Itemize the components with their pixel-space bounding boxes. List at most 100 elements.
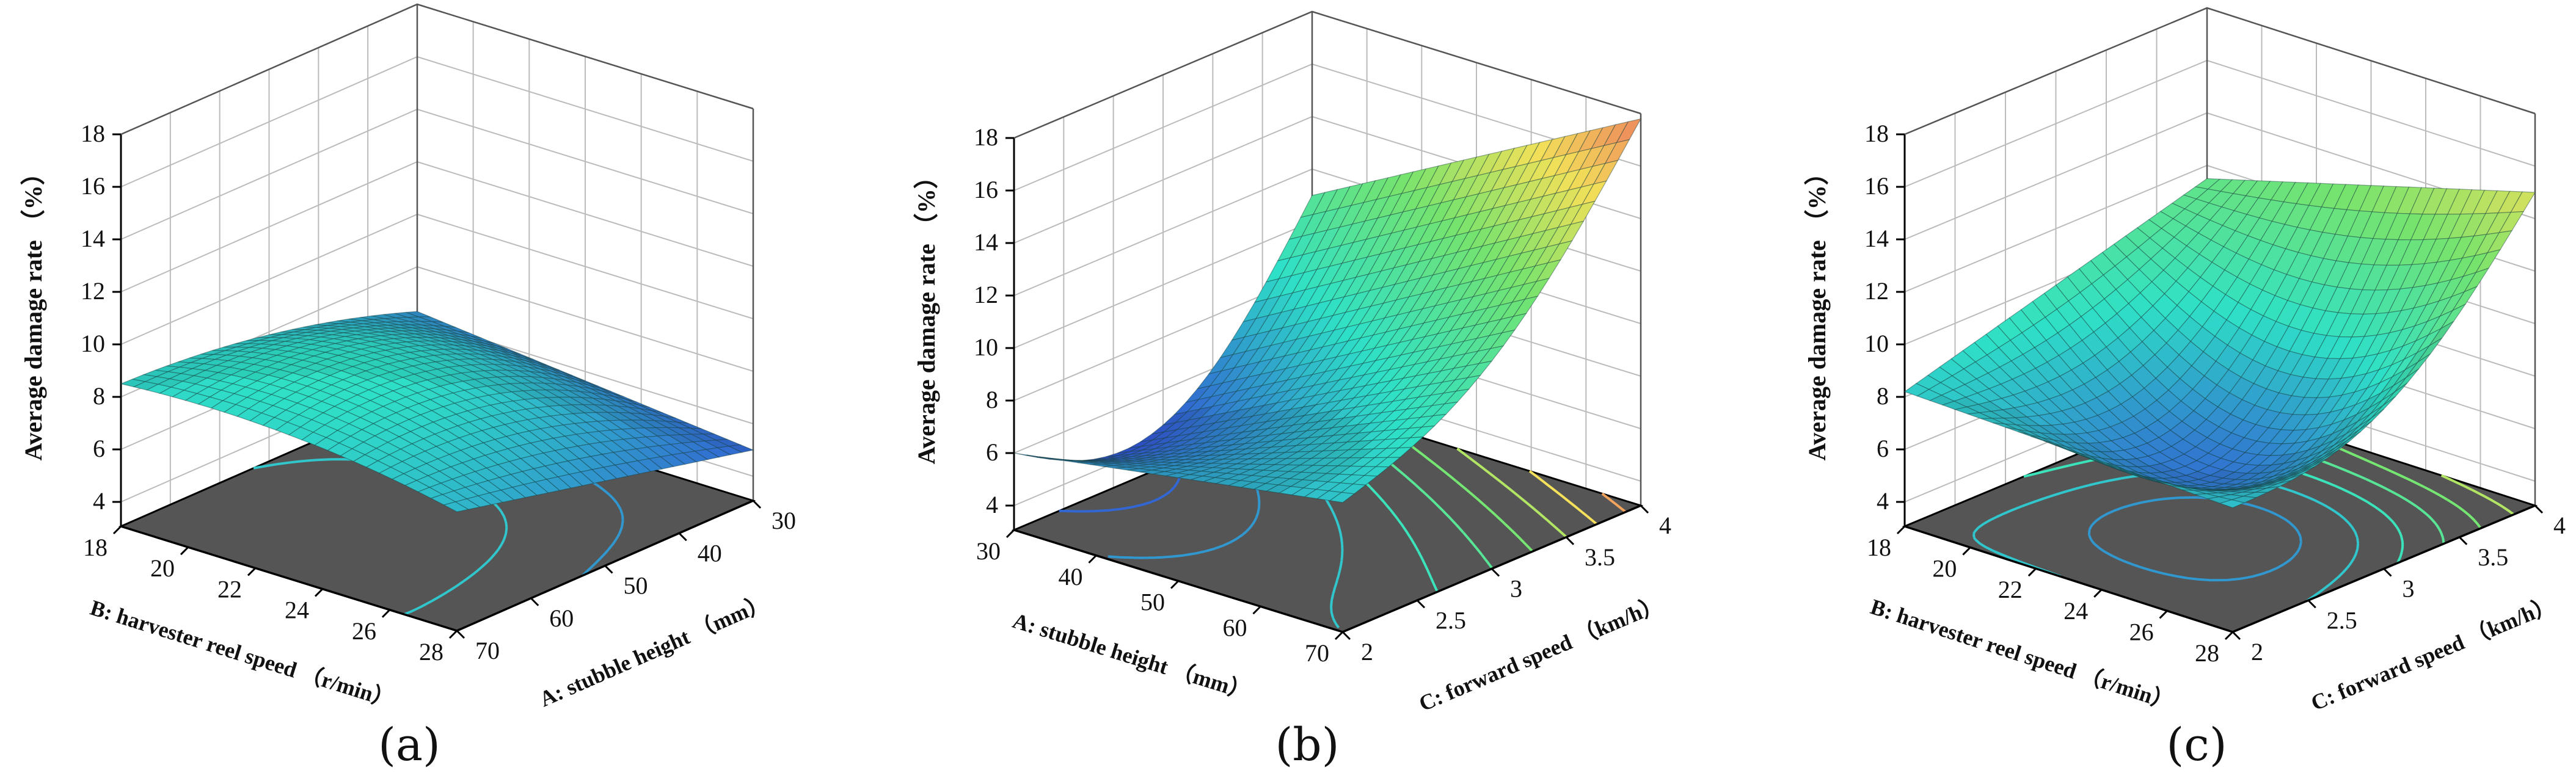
- surface-cell: [1307, 299, 1333, 322]
- surface-cell: [2425, 279, 2452, 306]
- surface-cell: [557, 474, 583, 488]
- surface-cell: [632, 427, 659, 438]
- surface-cell: [1161, 459, 1186, 463]
- surface-cell: [533, 465, 559, 480]
- surface-cell: [1380, 247, 1406, 272]
- z-tick-label: 4: [986, 491, 998, 518]
- surface-cell: [466, 407, 493, 419]
- surface-cell: [1416, 370, 1442, 388]
- surface-cell: [1466, 190, 1492, 216]
- surface-cell: [1616, 118, 1642, 143]
- y-tick-label: 50: [1140, 589, 1165, 616]
- surface-cell: [306, 380, 333, 391]
- surface-cell: [1523, 262, 1549, 285]
- z-tick-label: 18: [1864, 120, 1889, 147]
- surface-cell: [1166, 473, 1190, 479]
- y-tick-label: 26: [2129, 618, 2154, 645]
- surface-cell: [2241, 485, 2266, 491]
- surface-cell: [1301, 472, 1328, 482]
- surface-cell: [1257, 433, 1282, 443]
- surface-cell: [2206, 496, 2233, 504]
- surface-cell: [2409, 187, 2435, 215]
- surface-cell: [545, 476, 572, 491]
- surface-cell: [2359, 408, 2384, 430]
- surface-cell: [1484, 255, 1510, 279]
- surface-cell: [391, 473, 418, 486]
- z-axis: 4 6 8 10 12 14 16 18 Average damage rate （%）: [20, 120, 121, 515]
- surface-cell: [1313, 473, 1341, 482]
- z-axis: 4 6 8 10 12 14 16 18 Average damage rate （%）: [913, 123, 1014, 518]
- surface-cell: [1211, 390, 1238, 407]
- surface-cell: [2439, 291, 2465, 318]
- x-tick-label: 50: [624, 572, 648, 600]
- surface-cell: [487, 348, 513, 356]
- surface-cell: [1440, 178, 1466, 204]
- y-tick: [381, 609, 391, 618]
- surface-cell: [1106, 451, 1130, 457]
- surface-cell: [1156, 445, 1181, 452]
- surface-cell: [1341, 239, 1367, 264]
- surface-cell: [359, 411, 386, 424]
- surface-cell: [596, 420, 623, 431]
- surface-cell: [476, 346, 502, 354]
- surface-cell: [2101, 457, 2126, 467]
- surface-cell: [2062, 434, 2090, 444]
- y-tick: [1252, 606, 1261, 615]
- surface-cell: [1115, 466, 1140, 471]
- wall-grid-line: [1904, 59, 2536, 187]
- x-tick: [1565, 536, 1575, 545]
- surface-cell: [443, 413, 470, 427]
- surface-cell: [2201, 488, 2226, 491]
- surface-cell: [2486, 230, 2513, 253]
- surface-cell: [1312, 368, 1339, 387]
- x-tick-label: 3.5: [2478, 543, 2508, 571]
- z-axis-title: Average damage rate （%）: [913, 164, 940, 464]
- surface-cell: [1288, 214, 1315, 240]
- surface-cell: [1408, 415, 1434, 429]
- y-tick: [448, 630, 458, 639]
- z-tick-label: 6: [93, 435, 105, 462]
- surface-cell: [1363, 466, 1390, 477]
- surface-cell: [1463, 321, 1489, 342]
- y-tick-label: 18: [83, 534, 108, 561]
- y-tick: [2224, 631, 2234, 641]
- z-tick-label: 8: [93, 382, 105, 410]
- surface-cell: [1131, 448, 1156, 455]
- panel-b-chart: 4 6 8 10 12 14 16 18 Average damage rate （%） 2 2.5…: [913, 10, 1671, 716]
- surface-cell: [1251, 402, 1279, 417]
- y-tick: [180, 546, 189, 556]
- surface-cell: [2243, 492, 2268, 498]
- z-tick-label: 16: [974, 176, 998, 203]
- surface-cell: [1162, 462, 1187, 466]
- wall-grid-line: [120, 108, 754, 240]
- y-axis-title: A: stubble height （mm）: [1010, 608, 1253, 705]
- surface-cell: [2001, 394, 2027, 408]
- surface-cell: [239, 352, 265, 358]
- surface-cell: [346, 405, 373, 418]
- surface-cell: [312, 424, 338, 438]
- surface-cell: [638, 404, 663, 413]
- surface-cell: [2099, 451, 2126, 460]
- surface-cell: [1333, 308, 1359, 331]
- surface-cell: [343, 384, 370, 396]
- surface-cell: [223, 404, 250, 417]
- x-tick-label: 3.5: [1585, 543, 1615, 571]
- surface-cell: [1258, 440, 1283, 449]
- y-tick-label: 40: [1059, 563, 1083, 590]
- surface-cell: [2010, 354, 2037, 375]
- response-surface: [1903, 178, 2536, 509]
- surface-cell: [2324, 441, 2349, 459]
- y-tick: [247, 567, 257, 576]
- x-tick: [2534, 504, 2544, 514]
- x-tick: [2459, 536, 2468, 545]
- x-tick-label: 4: [1659, 512, 1671, 539]
- panel-c-chart: 4 6 8 10 12 14 16 18 Average damage rate （%） 2 2.5…: [1803, 7, 2566, 716]
- surface-cell: [2193, 398, 2219, 420]
- surface-cell: [2228, 352, 2253, 378]
- wall-grid-line: [120, 56, 754, 187]
- surface-cell: [2194, 178, 2221, 190]
- surface-cell: [511, 484, 538, 498]
- surface-cell: [1350, 360, 1377, 379]
- surface-cell: [1250, 463, 1275, 471]
- y-tick: [2027, 568, 2037, 577]
